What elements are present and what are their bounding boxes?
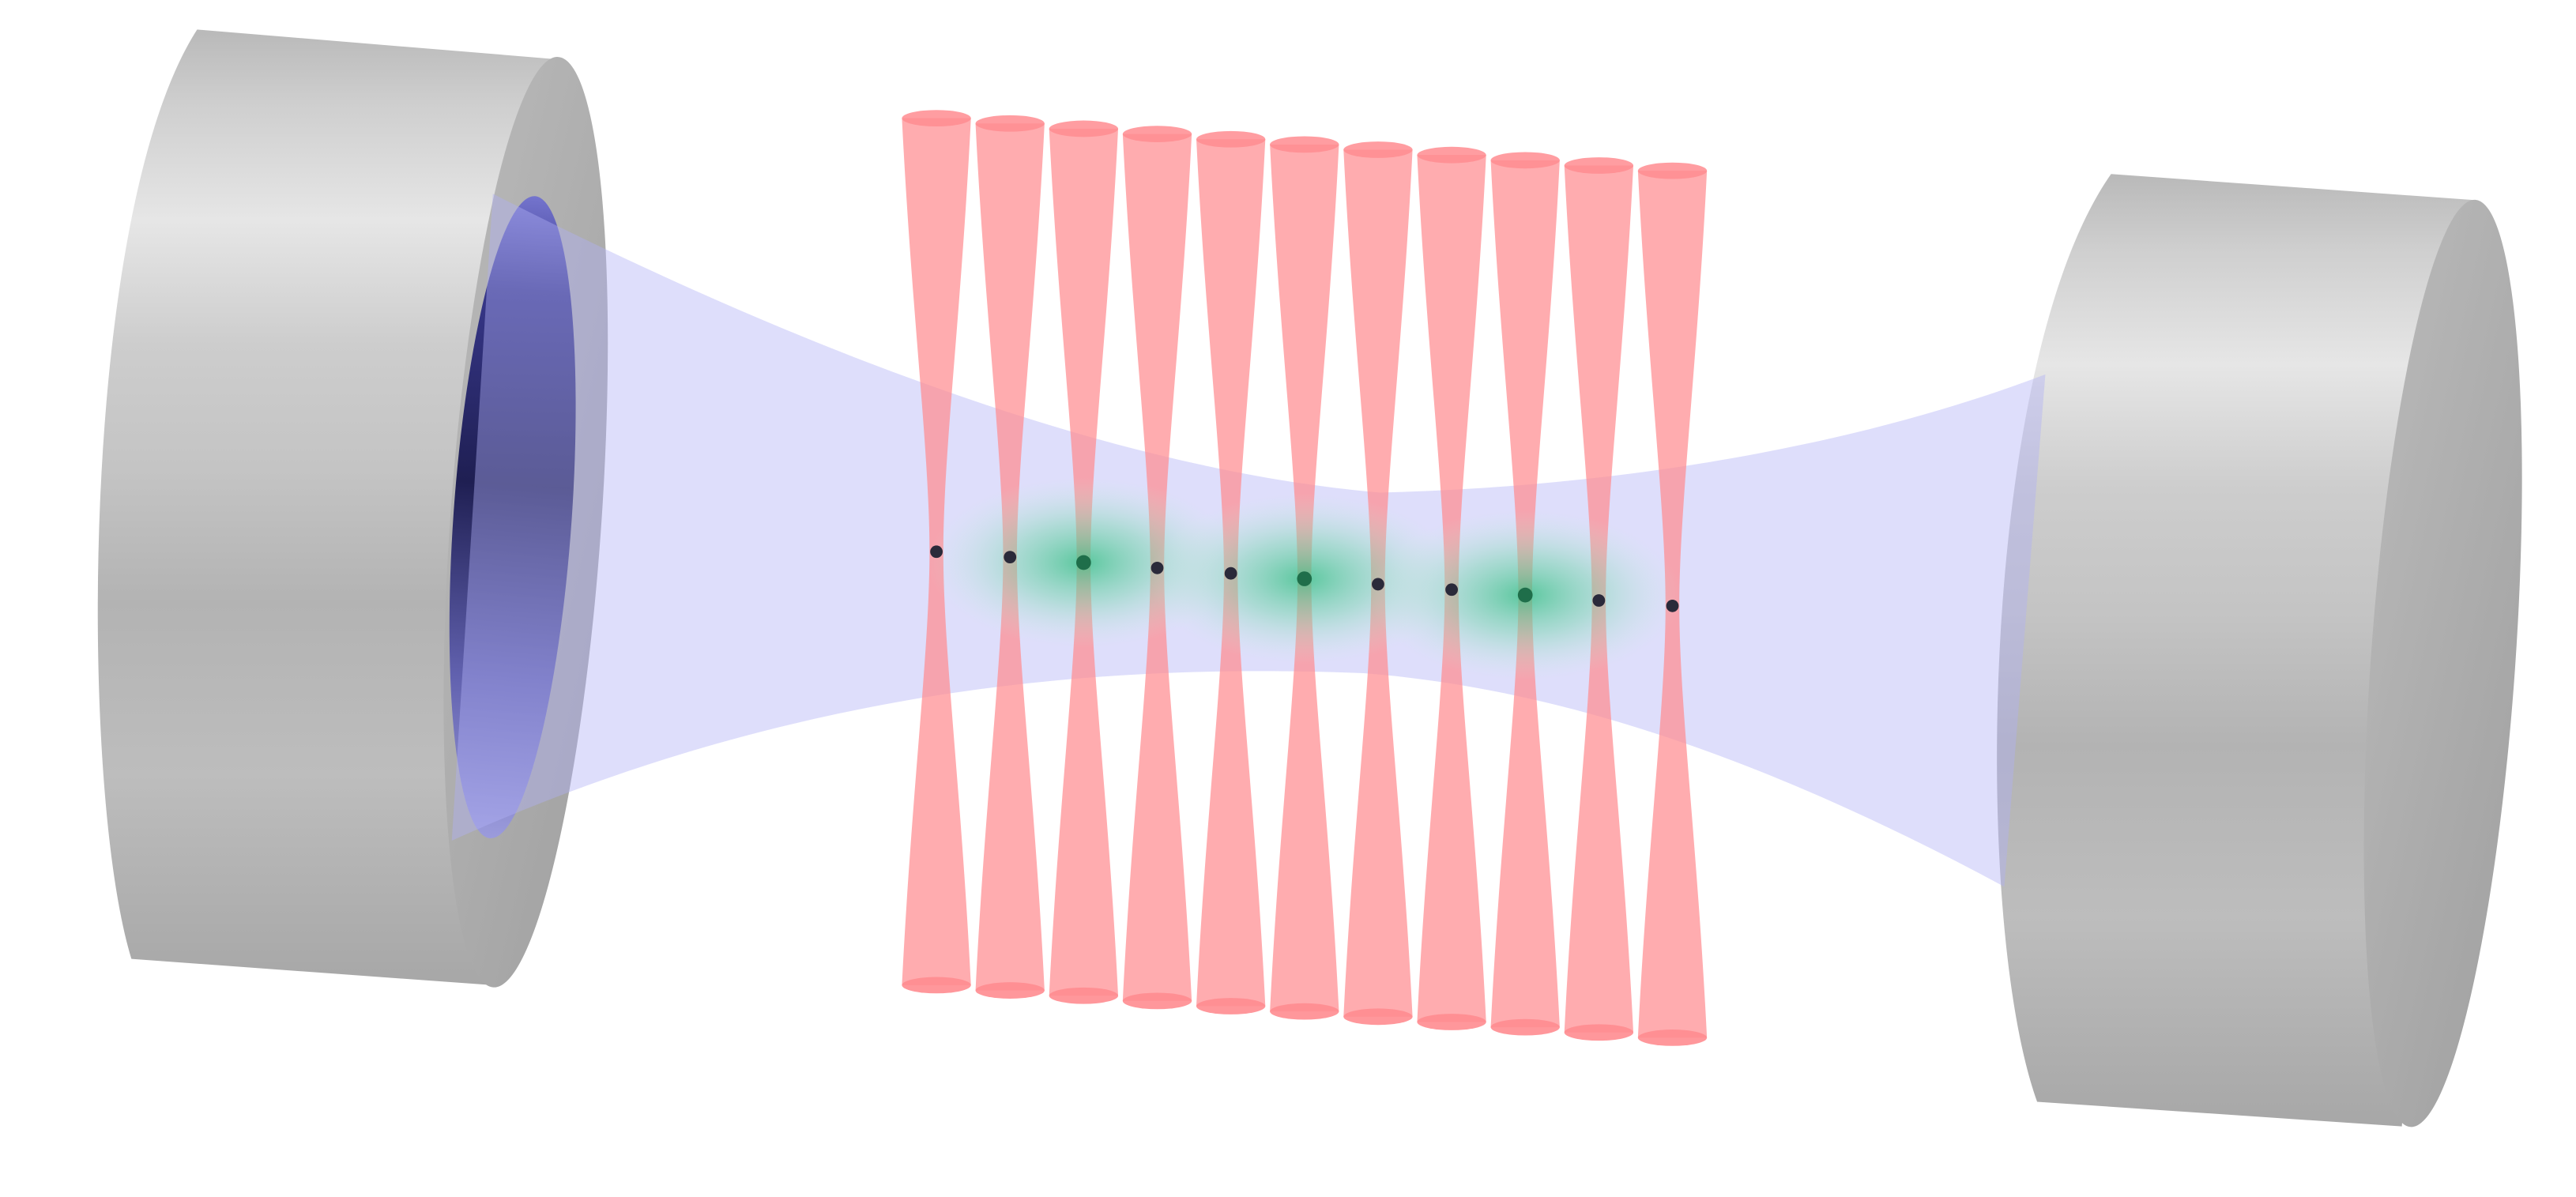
atom	[1004, 551, 1017, 564]
right-mirror-body	[1997, 174, 2478, 1127]
atom	[1224, 567, 1237, 580]
atom	[1666, 599, 1679, 612]
left-mirror-coating	[449, 196, 576, 838]
atom	[1372, 578, 1384, 591]
highlighted-atom	[1517, 587, 1533, 603]
highlighted-atom	[1297, 571, 1312, 586]
atom	[1592, 594, 1606, 607]
right-mirror	[1997, 174, 2522, 1127]
highlighted-atom	[1076, 555, 1091, 570]
atom	[1151, 561, 1164, 574]
atom	[1445, 583, 1458, 597]
left-mirror	[97, 29, 608, 988]
right-mirror-face	[2363, 199, 2522, 1127]
atom-array	[930, 545, 1679, 612]
left-mirror-body	[97, 29, 555, 985]
atom	[930, 545, 943, 559]
